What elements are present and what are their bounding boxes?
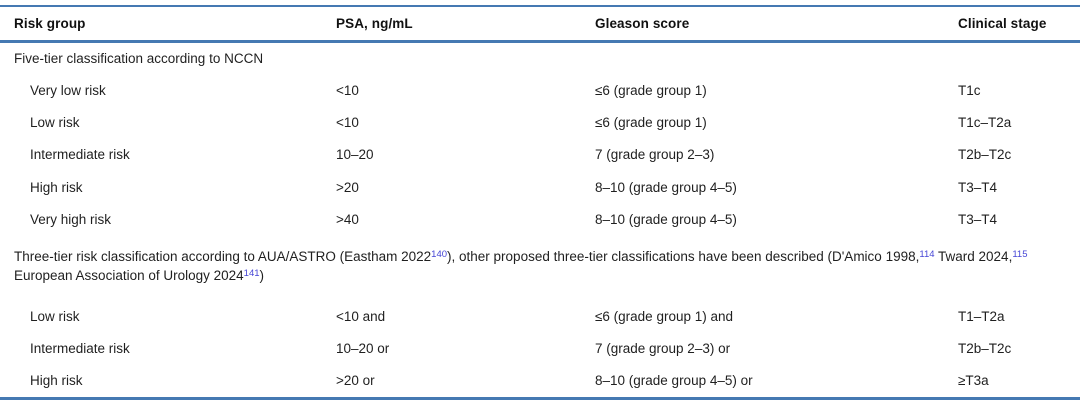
section-title-text: ), other proposed three-tier classificat… [447,248,920,264]
risk-group-cell: Low risk [30,115,80,131]
clinical-stage-cell: T2b–T2c [958,341,1012,357]
psa-cell: 10–20 [336,147,374,163]
reference-link[interactable]: 115 [1012,248,1028,260]
clinical-stage-cell: T3–T4 [958,212,998,228]
psa-cell: <10 [336,115,359,131]
risk-group-cell: Low risk [30,308,80,324]
gleason-cell: 7 (grade group 2–3) [595,147,715,163]
risk-group-cell: Intermediate risk [30,147,130,163]
table-header-rule [0,40,1080,43]
clinical-stage-cell: T2b–T2c [958,147,1012,163]
risk-group-cell: High risk [30,179,83,195]
psa-cell: >20 or [336,373,375,389]
section-title-text: Tward 2024, [934,248,1013,264]
clinical-stage-cell: T1–T2a [958,308,1005,324]
table-row: Intermediate risk 10–20 7 (grade group 2–3… [0,139,1080,171]
column-header-clinical-stage: Clinical stage [958,16,1047,31]
table-top-rule [0,5,1080,7]
reference-link[interactable]: 140 [431,248,448,260]
risk-group-cell: Intermediate risk [30,341,130,357]
reference-link[interactable]: 141 [243,268,260,280]
column-header-psa: PSA, ng/mL [336,16,413,31]
gleason-cell: 7 (grade group 2–3) or [595,341,731,357]
gleason-cell: 8–10 (grade group 4–5) or [595,373,753,389]
risk-group-cell: Very low risk [30,82,106,98]
reference-link[interactable]: 114 [919,248,935,260]
psa-cell: <10 [336,82,359,98]
gleason-cell: ≤6 (grade group 1) and [595,308,733,324]
clinical-stage-cell: ≥T3a [958,373,989,389]
clinical-stage-cell: T1c–T2a [958,115,1012,131]
gleason-cell: 8–10 (grade group 4–5) [595,212,737,228]
table-row: Very high risk >40 8–10 (grade group 4–5) T… [0,204,1080,236]
table-row: High risk >20 8–10 (grade group 4–5) T3–T4 [0,171,1080,203]
section-title: Three-tier risk classification according… [0,236,1080,300]
risk-group-cell: Very high risk [30,212,112,228]
table-header-row: Risk group PSA, ng/mL Gleason score Clin… [0,7,1080,40]
table-body: Five-tier classification according to NC… [0,43,1080,397]
table-row: Intermediate risk 10–20 or 7 (grade group … [0,332,1080,364]
table-row: Low risk <10 ≤6 (grade group 1) T1c–T2a [0,106,1080,138]
section-title: Five-tier classification according to NC… [0,43,1080,74]
table-row: High risk >20 or 8–10 (grade group 4–5) or… [0,365,1080,397]
psa-cell: 10–20 or [336,341,390,357]
table-bottom-rule [0,397,1080,401]
column-header-gleason-score: Gleason score [595,16,690,31]
section-title-text: Five-tier classification according to NC… [14,51,264,66]
psa-cell: >20 [336,179,359,195]
table-row: Very low risk <10 ≤6 (grade group 1) T1c [0,74,1080,106]
clinical-stage-cell: T1c [958,82,981,98]
clinical-stage-cell: T3–T4 [958,179,998,195]
gleason-cell: 8–10 (grade group 4–5) [595,179,737,195]
column-header-risk-group: Risk group [14,16,86,31]
section-title-text: European Association of Urology 2024 [14,268,244,284]
section-title-text: Three-tier risk classification according… [14,248,432,264]
gleason-cell: ≤6 (grade group 1) [595,115,707,131]
gleason-cell: ≤6 (grade group 1) [595,82,707,98]
psa-cell: >40 [336,212,359,228]
table-row: Low risk <10 and ≤6 (grade group 1) and T1–… [0,300,1080,332]
section-title-text: ) [259,268,265,284]
psa-cell: <10 and [336,308,386,324]
risk-group-cell: High risk [30,373,83,389]
risk-classification-table: Risk group PSA, ng/mL Gleason score Clin… [0,5,1080,401]
